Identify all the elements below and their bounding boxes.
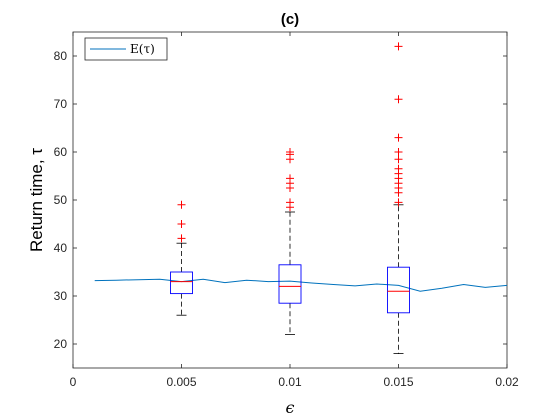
- x-axis: 0 0.005 0.01 0.015 0.02: [70, 32, 519, 389]
- outlier-marker: [177, 220, 186, 228]
- iqr-box: [170, 271, 193, 295]
- y-tick-label: 80: [54, 49, 68, 63]
- x-tick-label: 0: [70, 375, 77, 389]
- outlier-marker: [286, 198, 294, 207]
- box-group: [278, 148, 302, 335]
- x-axis-label: ϵ: [286, 398, 295, 417]
- outlier-marker: [394, 155, 403, 164]
- outlier-marker: [286, 174, 294, 183]
- box-group: [387, 42, 410, 355]
- x-tick-label: 0.02: [495, 375, 519, 389]
- box-group: [170, 200, 193, 316]
- y-tick-label: 20: [54, 337, 68, 351]
- x-tick-label: 0.005: [166, 375, 196, 389]
- chart-title: (c): [281, 11, 299, 28]
- outlier-marker: [286, 148, 294, 156]
- outlier-marker: [177, 234, 186, 243]
- outlier-marker: [394, 164, 403, 173]
- x-tick-label: 0.01: [278, 375, 302, 389]
- y-tick-label: 50: [54, 193, 68, 207]
- y-axis-label: Return time, τ: [27, 148, 46, 252]
- y-tick-label: 60: [54, 145, 68, 159]
- y-tick-label: 70: [54, 97, 68, 111]
- outlier-marker: [394, 95, 403, 104]
- outlier-marker: [394, 198, 403, 207]
- legend-entry-mean: E(τ): [130, 42, 155, 56]
- iqr-box: [387, 266, 410, 314]
- outlier-marker: [394, 148, 403, 156]
- outlier-marker: [394, 42, 403, 51]
- iqr-box: [278, 264, 302, 304]
- box-series: [170, 42, 410, 355]
- y-tick-label: 30: [54, 289, 68, 303]
- x-tick-label: 0.015: [383, 375, 413, 389]
- y-axis: 20 30 40 50 60 70 80: [54, 49, 507, 351]
- outlier-marker: [394, 133, 403, 142]
- legend: E(τ): [84, 37, 168, 61]
- outlier-marker: [177, 200, 186, 209]
- y-tick-label: 40: [54, 241, 68, 255]
